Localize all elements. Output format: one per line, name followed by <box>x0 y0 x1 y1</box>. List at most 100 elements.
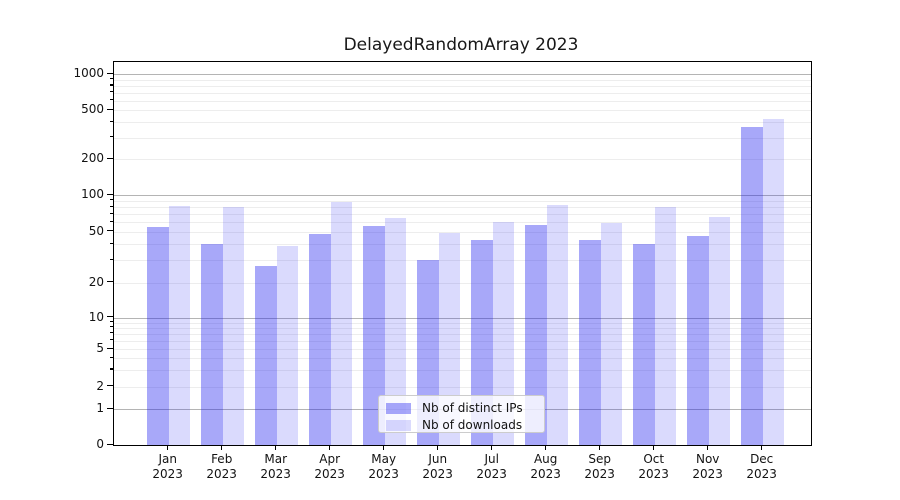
y-minor-tick-mark <box>109 91 113 93</box>
bar-distinct-ips-sep <box>578 240 601 445</box>
y-minor-tick-mark <box>109 99 113 101</box>
x-tick-mark <box>653 445 655 451</box>
x-tick-label: Jul 2023 <box>476 452 507 481</box>
bar-distinct-ips-aug <box>524 224 547 445</box>
legend-item: Nb of downloads <box>386 417 544 433</box>
x-tick-mark <box>221 445 223 451</box>
gridline <box>114 333 811 335</box>
bar-downloads-nov <box>708 217 731 445</box>
y-minor-tick-mark <box>109 339 113 341</box>
x-tick-mark <box>707 445 709 451</box>
y-tick-mark <box>106 230 113 232</box>
x-tick-label: Feb 2023 <box>206 452 237 481</box>
x-tick-label: Oct 2023 <box>638 452 669 481</box>
y-minor-tick-mark <box>109 230 113 232</box>
bar-distinct-ips-apr <box>308 234 331 445</box>
gridline <box>114 122 811 124</box>
y-tick-label: 5 <box>96 341 104 355</box>
y-minor-tick-mark <box>109 347 113 349</box>
gridline <box>114 244 811 246</box>
y-tick-label: 50 <box>88 223 104 238</box>
gridline <box>114 231 811 233</box>
gridline <box>114 282 811 284</box>
y-tick-label: 10 <box>88 309 104 324</box>
bar-distinct-ips-oct <box>632 244 655 445</box>
gridline <box>114 317 811 319</box>
y-minor-tick-mark <box>109 84 113 86</box>
gridline <box>114 195 811 197</box>
bar-downloads-jan <box>168 205 191 445</box>
x-tick-mark <box>275 445 277 451</box>
gridline <box>114 340 811 342</box>
x-tick-mark <box>437 445 439 451</box>
x-tick-label: May 2023 <box>368 452 399 481</box>
gridline <box>114 207 811 208</box>
bar-downloads-feb <box>222 207 245 445</box>
y-tick-mark <box>106 407 113 409</box>
y-tick-label: 0 <box>96 437 104 451</box>
y-tick-label: 20 <box>88 274 104 289</box>
y-tick-label: 2 <box>96 378 104 393</box>
bar-distinct-ips-dec <box>740 127 763 445</box>
gridline <box>114 100 811 102</box>
legend-label: Nb of distinct IPs <box>422 401 523 415</box>
bar-downloads-oct <box>654 207 677 445</box>
legend: Nb of distinct IPs Nb of downloads <box>378 395 545 433</box>
y-minor-tick-mark <box>109 212 113 214</box>
gridline <box>114 260 811 262</box>
y-minor-tick-mark <box>109 281 113 283</box>
y-tick-mark <box>106 443 113 445</box>
x-tick-mark <box>599 445 601 451</box>
x-tick-mark <box>329 445 331 451</box>
y-tick-mark <box>106 72 113 74</box>
bar-downloads-sep <box>600 223 623 445</box>
gridline <box>114 110 811 112</box>
x-tick-label: Jan 2023 <box>152 452 183 481</box>
bar-downloads-mar <box>276 245 299 445</box>
legend-label: Nb of downloads <box>422 418 523 432</box>
gridline <box>114 74 811 76</box>
bar-downloads-aug <box>546 205 569 445</box>
x-tick-label: Mar 2023 <box>260 452 291 481</box>
gridline <box>114 386 811 388</box>
gridline <box>114 322 811 324</box>
bar-downloads-apr <box>330 202 353 445</box>
y-tick-label: 500 <box>81 102 104 117</box>
gridline <box>114 200 811 202</box>
gridline <box>114 137 811 139</box>
x-tick-mark <box>761 445 763 451</box>
y-tick-mark <box>106 157 113 159</box>
y-minor-tick-mark <box>109 199 113 201</box>
bar-distinct-ips-mar <box>254 266 277 445</box>
bar-distinct-ips-nov <box>686 236 709 445</box>
y-minor-tick-mark <box>109 108 113 110</box>
y-minor-tick-mark <box>109 242 113 244</box>
gridline <box>114 349 811 350</box>
y-tick-mark <box>106 193 113 195</box>
gridline <box>114 222 811 224</box>
y-minor-tick-mark <box>109 326 113 328</box>
y-tick-label: 1 <box>96 401 104 415</box>
y-minor-tick-mark <box>109 120 113 122</box>
y-minor-tick-mark <box>109 78 113 80</box>
plot-area: Nb of distinct IPs Nb of downloads <box>113 61 812 446</box>
y-minor-tick-mark <box>109 368 113 370</box>
y-minor-tick-mark <box>109 332 113 334</box>
gridline <box>114 327 811 329</box>
bar-downloads-dec <box>762 119 785 445</box>
bar-distinct-ips-jul <box>470 240 493 445</box>
x-tick-label: Apr 2023 <box>314 452 345 481</box>
gridline <box>114 159 811 161</box>
y-minor-tick-mark <box>109 157 113 159</box>
x-tick-label: Sep 2023 <box>584 452 615 481</box>
y-minor-tick-mark <box>109 205 113 207</box>
bar-downloads-jul <box>492 222 515 445</box>
y-minor-tick-mark <box>109 356 113 358</box>
x-tick-mark <box>167 445 169 451</box>
y-minor-tick-mark <box>109 220 113 222</box>
x-tick-label: Nov 2023 <box>692 452 723 481</box>
gridline <box>114 214 811 215</box>
bar-distinct-ips-jan <box>146 226 169 445</box>
legend-swatch-downloads <box>386 419 411 431</box>
